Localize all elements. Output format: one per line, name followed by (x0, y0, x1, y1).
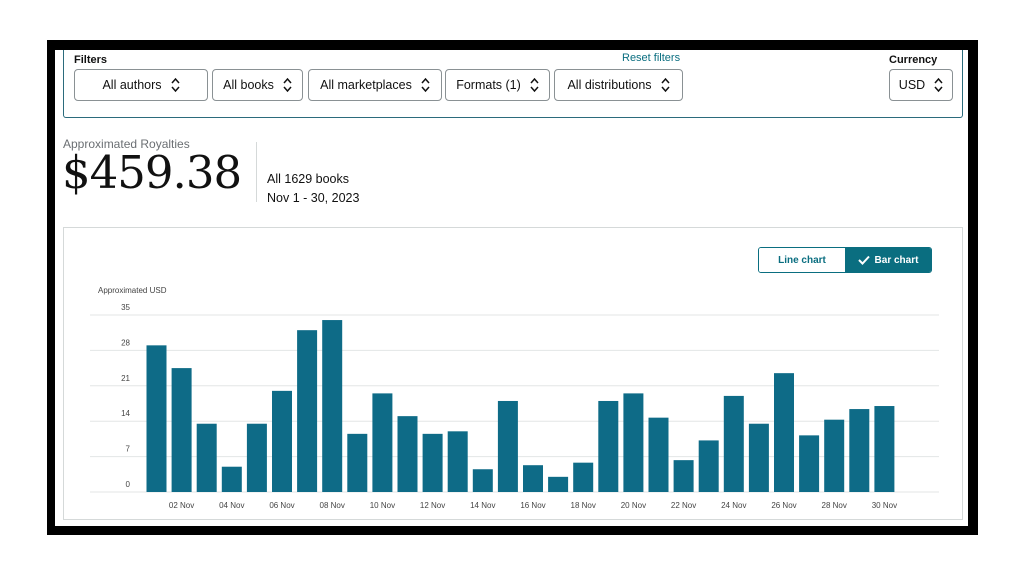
filters-label: Filters (74, 54, 108, 66)
line-chart-label: Line chart (778, 254, 826, 266)
royalties-dashboard: Filters Reset filters Currency All autho… (55, 50, 968, 526)
distributions-select-label: All distributions (567, 78, 652, 92)
summary-date-range: Nov 1 - 30, 2023 (267, 191, 360, 205)
currency-label: Currency (889, 54, 938, 66)
marketplaces-select[interactable]: All marketplaces (308, 69, 442, 101)
bar-09-nov (347, 433, 368, 492)
chevron-up-down-icon (283, 77, 292, 93)
check-icon (857, 255, 875, 265)
bar-16-nov (523, 465, 543, 492)
bar-14-nov (472, 469, 493, 492)
bar-29-nov (849, 409, 870, 492)
y-tick-label: 14 (121, 409, 130, 418)
x-tick-label: 08 Nov (320, 501, 345, 510)
bar-06-nov (272, 390, 292, 492)
bar-07-nov (297, 330, 318, 492)
x-tick-label: 28 Nov (822, 501, 847, 510)
bar-19-nov (598, 400, 619, 492)
bar-26-nov (774, 373, 794, 492)
currency-select[interactable]: USD (889, 69, 953, 101)
y-tick-label: 0 (126, 480, 131, 489)
chevron-up-down-icon (934, 77, 943, 93)
chart-type-toggle: Line chart Bar chart (758, 247, 932, 273)
bar-18-nov (573, 462, 594, 492)
y-axis-title: Approximated USD (98, 286, 167, 295)
royalties-bar-chart: Approximated USD 0 7 14 21 28 35 02 Nov 04 Nov 06… (90, 286, 939, 510)
bar-23-nov (698, 440, 719, 492)
formats-select[interactable]: Formats (1) (445, 69, 550, 101)
chevron-up-down-icon (421, 77, 430, 93)
x-tick-label: 12 Nov (420, 501, 445, 510)
books-select-label: All books (223, 78, 274, 92)
bar-13-nov (447, 431, 468, 492)
royalties-value: $459.38 (62, 146, 242, 199)
chevron-up-down-icon (530, 77, 539, 93)
x-tick-label: 22 Nov (671, 501, 696, 510)
x-tick-label: 18 Nov (571, 501, 596, 510)
authors-select[interactable]: All authors (74, 69, 208, 101)
bar-08-nov (322, 320, 343, 492)
y-tick-label: 28 (121, 338, 130, 347)
bar-25-nov (748, 423, 769, 492)
formats-select-label: Formats (1) (456, 78, 521, 92)
bar-15-nov (497, 400, 518, 492)
bar-chart-label: Bar chart (874, 254, 919, 266)
bar-30-nov (874, 406, 895, 492)
bar-12-nov (422, 433, 443, 492)
marketplaces-select-label: All marketplaces (320, 78, 412, 92)
summary-divider (256, 142, 257, 202)
bar-11-nov (397, 416, 418, 492)
y-tick-label: 35 (121, 303, 130, 312)
bar-02-nov (171, 368, 192, 492)
line-chart-button[interactable]: Line chart (759, 248, 845, 272)
x-tick-label: 04 Nov (219, 501, 244, 510)
distributions-select[interactable]: All distributions (554, 69, 683, 101)
royalties-chart-card: Approximated USD 0 7 14 21 28 35 02 Nov 04 Nov 06… (63, 227, 963, 520)
x-tick-label: 30 Nov (872, 501, 897, 510)
bar-05-nov (246, 423, 267, 492)
bar-28-nov (824, 419, 845, 492)
bar-10-nov (372, 393, 393, 492)
summary-books: All 1629 books (267, 172, 350, 186)
x-tick-label: 06 Nov (269, 501, 294, 510)
x-tick-label: 26 Nov (771, 501, 796, 510)
x-tick-label: 16 Nov (520, 501, 545, 510)
bar-20-nov (623, 393, 644, 492)
y-tick-label: 21 (121, 374, 130, 383)
currency-select-label: USD (898, 78, 926, 92)
bar-chart-button[interactable]: Bar chart (845, 248, 931, 272)
x-tick-label: 10 Nov (370, 501, 395, 510)
reset-filters-link[interactable]: Reset filters (622, 52, 681, 64)
x-tick-label: 24 Nov (721, 501, 746, 510)
x-tick-label: 02 Nov (169, 501, 194, 510)
chevron-up-down-icon (170, 77, 180, 93)
bar-17-nov (548, 476, 569, 492)
bar-27-nov (799, 435, 820, 492)
bar-04-nov (221, 466, 242, 492)
x-tick-label: 14 Nov (470, 501, 495, 510)
bar-01-nov (146, 345, 167, 492)
chevron-up-down-icon (660, 77, 670, 93)
bar-24-nov (723, 395, 744, 492)
bar-22-nov (673, 460, 694, 492)
books-select[interactable]: All books (212, 69, 303, 101)
x-tick-label: 20 Nov (621, 501, 646, 510)
bar-03-nov (196, 423, 217, 492)
y-tick-label: 7 (126, 445, 131, 454)
royalties-caption: Approximated Royalties (63, 137, 190, 151)
authors-select-label: All authors (102, 78, 162, 92)
filters-panel: Filters Reset filters Currency All autho… (63, 50, 963, 118)
bar-21-nov (648, 417, 669, 492)
